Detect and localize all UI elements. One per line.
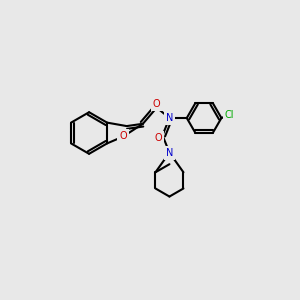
Text: O: O	[119, 131, 127, 142]
Text: O: O	[154, 133, 162, 142]
Text: O: O	[153, 99, 160, 109]
Text: N: N	[166, 113, 173, 123]
Text: Cl: Cl	[225, 110, 234, 119]
Text: N: N	[166, 148, 173, 158]
